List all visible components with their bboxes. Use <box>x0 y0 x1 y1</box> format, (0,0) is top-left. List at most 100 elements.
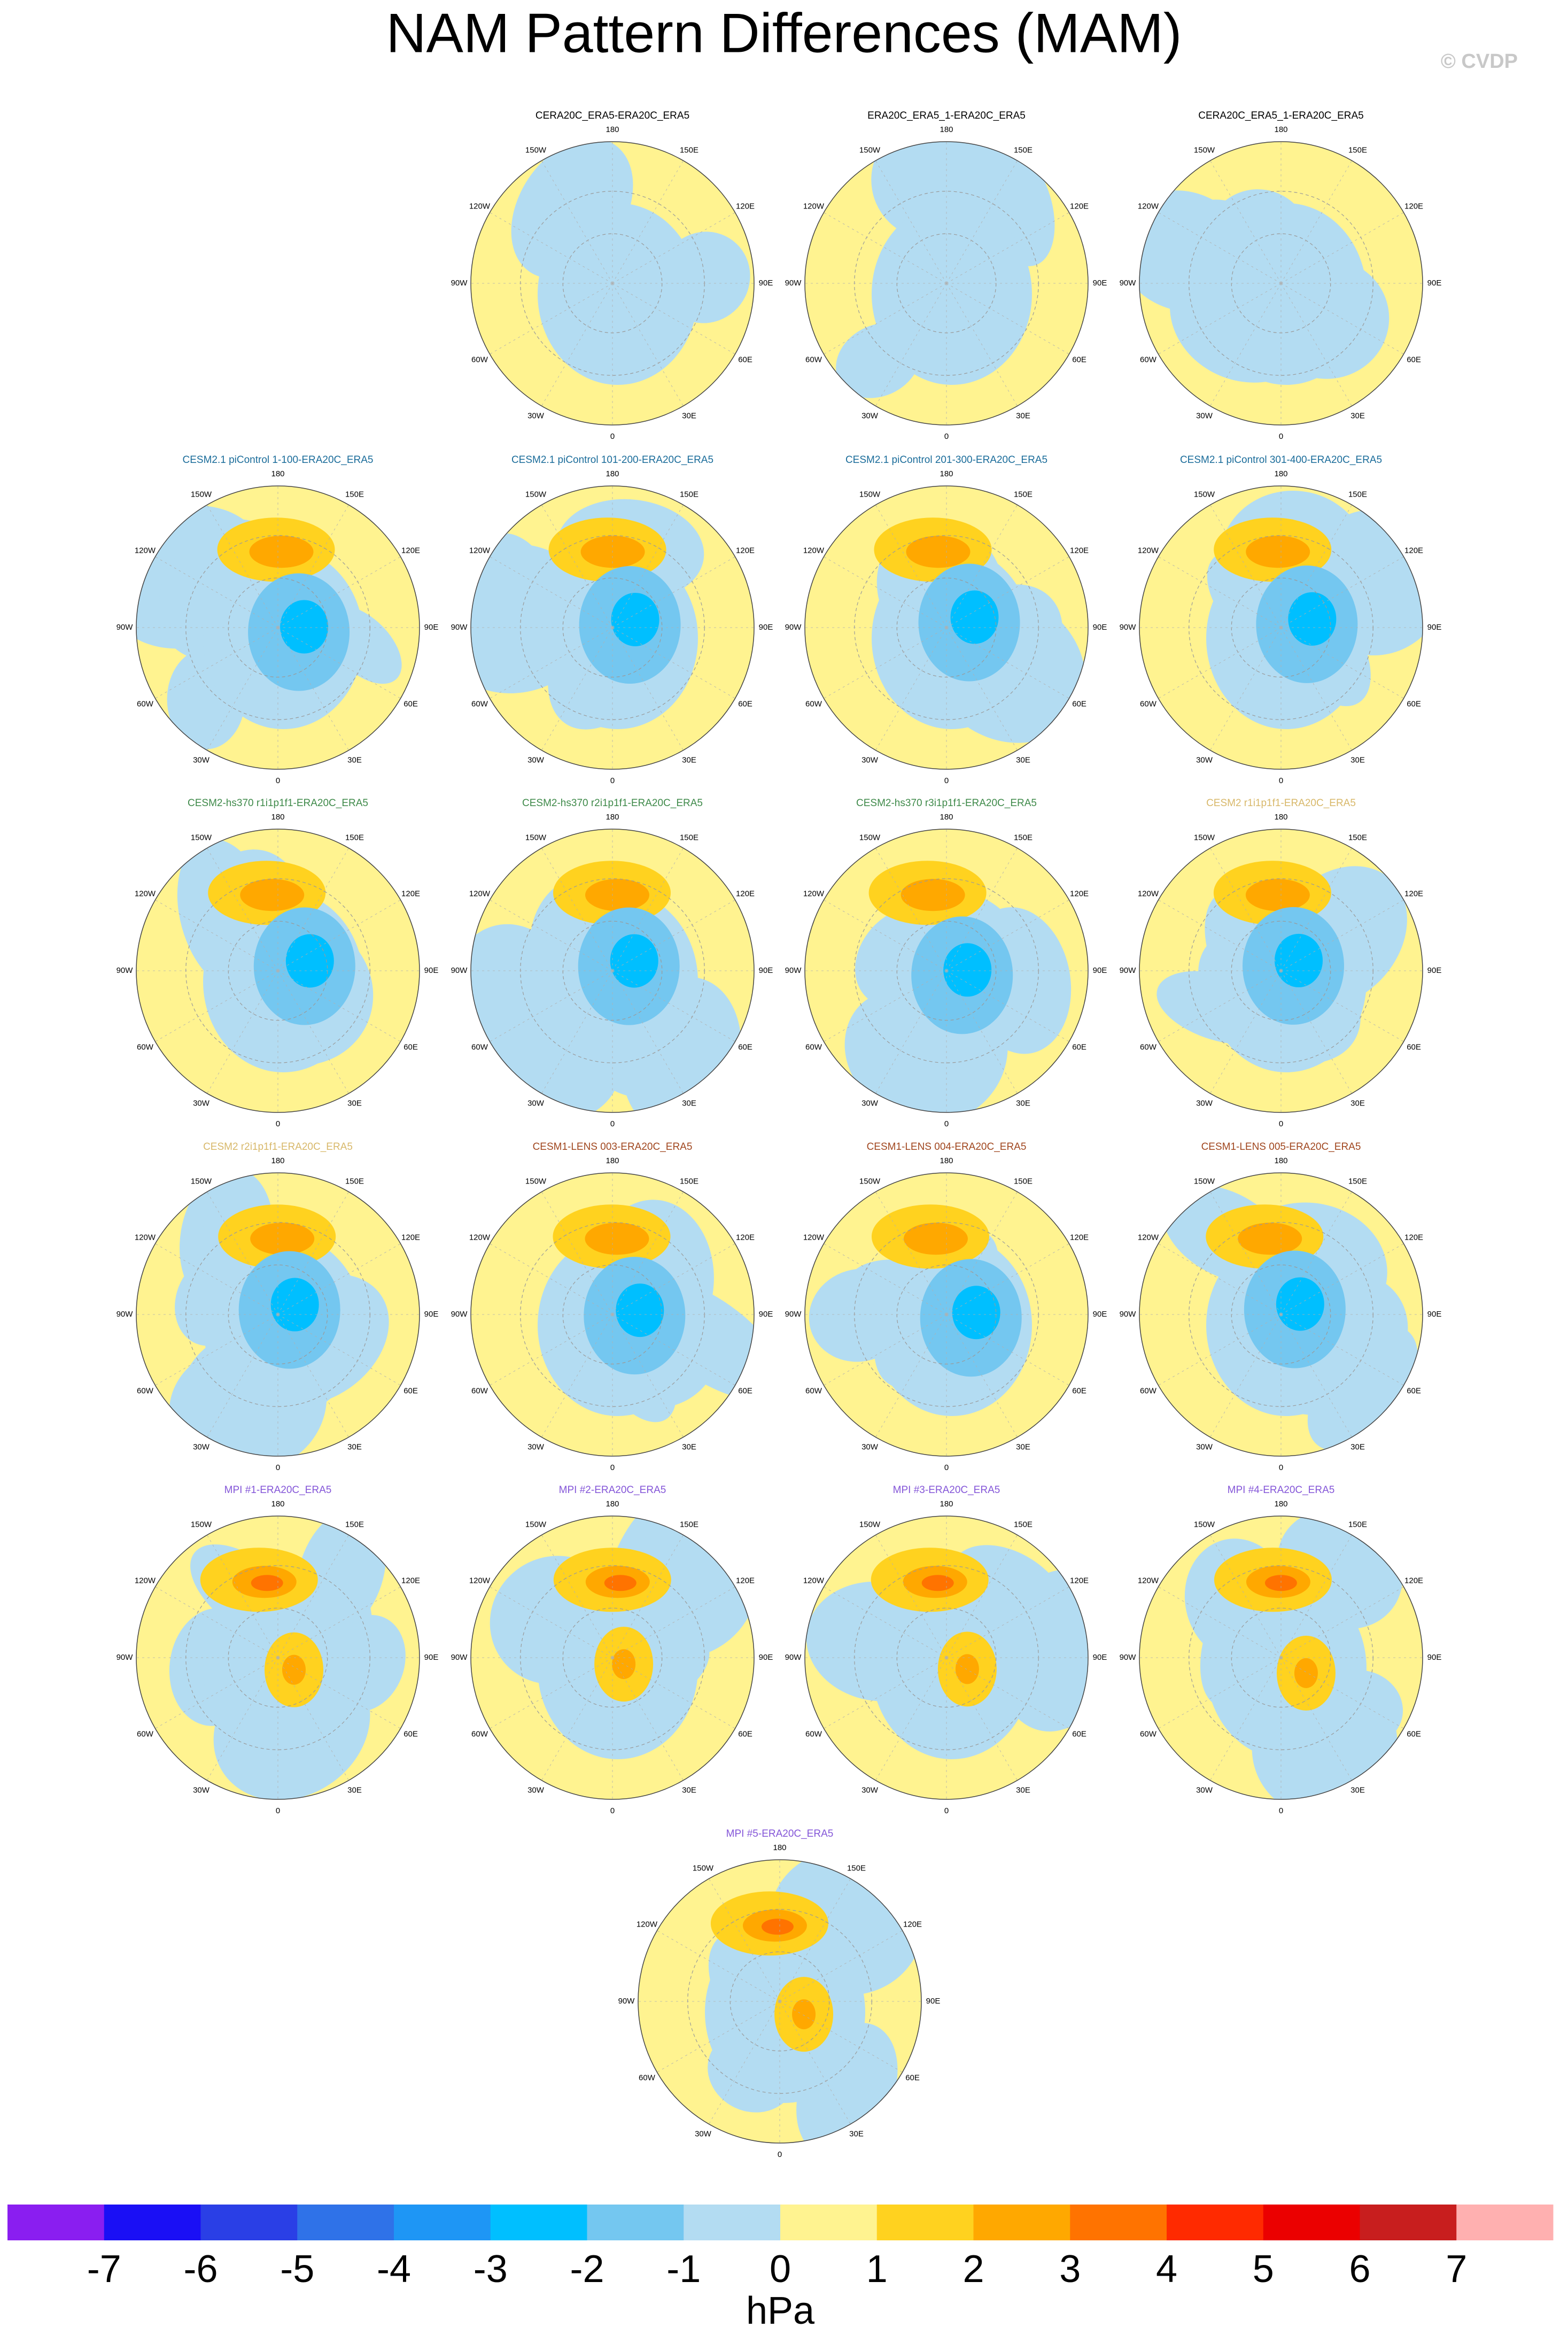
positive-area <box>249 536 314 568</box>
positive-area <box>906 536 971 568</box>
meridian-line <box>1210 160 1282 284</box>
longitude-label: 150W <box>525 490 547 499</box>
panel-title: CESM2-hs370 r3i1p1f1-ERA20C_ERA5 <box>856 798 1037 809</box>
longitude-label: 180 <box>1274 813 1287 822</box>
longitude-label: 60E <box>1407 355 1421 364</box>
colorbar-tick-label: -2 <box>570 2248 604 2291</box>
longitude-label: 60W <box>137 699 154 708</box>
colorbar-box <box>876 2205 974 2240</box>
meridian-line <box>155 1314 278 1386</box>
map-panel: CESM2 r2i1p1f1-ERA20C_ERA5 180 150E 120E 90E… <box>117 1141 439 1472</box>
watermark: © CVDP <box>1441 50 1518 73</box>
longitude-label: 120E <box>1070 1576 1089 1585</box>
longitude-label: 0 <box>276 1806 280 1815</box>
longitude-label: 90E <box>759 279 773 288</box>
meridian-line <box>155 970 278 1042</box>
longitude-label: 120W <box>1138 546 1159 555</box>
map-panel: CERA20C_ERA5_1-ERA20C_ERA5 180 150E 120E 90E… <box>1120 110 1442 441</box>
meridian-line <box>612 1243 735 1315</box>
longitude-label: 120W <box>469 1233 491 1242</box>
colorbar-tick-label: 0 <box>770 2248 791 2291</box>
longitude-label: 150E <box>680 490 698 499</box>
map-field <box>136 1516 420 1799</box>
longitude-label: 150W <box>191 1177 212 1186</box>
longitude-label: 120E <box>1404 1576 1423 1585</box>
longitude-label: 120W <box>803 546 825 555</box>
meridian-line <box>946 627 1069 699</box>
map-field <box>471 486 754 769</box>
meridian-line <box>490 970 613 1042</box>
longitude-label: 150W <box>1194 145 1215 154</box>
meridian-line <box>1280 212 1404 284</box>
map-field <box>471 1173 754 1456</box>
meridian-line <box>277 1314 349 1437</box>
colorbar-box <box>973 2205 1070 2240</box>
longitude-label: 90W <box>785 1653 802 1662</box>
longitude-label: 150W <box>859 833 881 842</box>
longitude-label: 180 <box>271 469 284 478</box>
meridian-line <box>824 627 947 699</box>
meridian-line <box>207 627 278 751</box>
meridian-line <box>1158 556 1282 628</box>
longitude-label: 120W <box>1138 1233 1159 1242</box>
longitude-label: 30E <box>1016 412 1030 421</box>
map-panel: CESM2.1 piControl 201-300-ERA20C_ERA5 180… <box>785 454 1107 785</box>
map-field <box>638 1860 921 2143</box>
meridian-line <box>875 160 947 284</box>
meridian-line <box>277 900 401 971</box>
colorbar-box <box>104 2205 201 2240</box>
longitude-label: 90E <box>759 966 773 975</box>
meridian-line <box>612 1192 684 1315</box>
map-panel: CESM2.1 piControl 101-200-ERA20C_ERA5 180… <box>451 454 773 785</box>
meridian-line <box>612 1587 735 1658</box>
longitude-label: 60W <box>805 1042 822 1051</box>
colorbar-tick-label: 2 <box>962 2248 984 2291</box>
longitude-label: 30W <box>861 412 879 421</box>
meridian-line <box>1280 1192 1352 1315</box>
longitude-label: 180 <box>773 1843 786 1852</box>
longitude-label: 60W <box>471 1729 488 1738</box>
map-border <box>804 141 1089 426</box>
panel-title: MPI #3-ERA20C_ERA5 <box>893 1484 1000 1496</box>
meridian-line <box>1280 505 1352 628</box>
longitude-label: 30E <box>1350 1443 1365 1452</box>
map-panel: CESM2 r1i1p1f1-ERA20C_ERA5 180 150E 120E 90E… <box>1120 798 1442 1128</box>
longitude-label: 120W <box>636 1920 658 1929</box>
panel-title: CERA20C_ERA5-ERA20C_ERA5 <box>535 110 689 121</box>
longitude-label: 60E <box>403 1386 418 1395</box>
longitude-label: 150E <box>1014 490 1033 499</box>
map-field <box>805 829 1088 1112</box>
positive-area <box>282 1654 306 1685</box>
meridian-line <box>709 1878 780 2002</box>
positive-area <box>1246 536 1310 568</box>
longitude-label: 30E <box>347 1786 362 1795</box>
meridian-line <box>612 627 684 751</box>
meridian-line <box>490 1314 613 1386</box>
longitude-label: 30E <box>1350 1099 1365 1108</box>
longitude-label: 180 <box>940 469 953 478</box>
longitude-label: 60W <box>471 699 488 708</box>
longitude-label: 30E <box>1016 756 1030 765</box>
map-panel: CESM2-hs370 r1i1p1f1-ERA20C_ERA5 180 150E 1… <box>117 798 439 1128</box>
longitude-label: 30W <box>861 756 879 765</box>
meridian-line <box>155 1657 278 1729</box>
map-field <box>471 1516 754 1799</box>
meridian-line <box>657 2001 780 2072</box>
longitude-label: 60W <box>471 355 488 364</box>
longitude-label: 120W <box>803 202 825 211</box>
meridian-line <box>541 1657 613 1781</box>
panel-title: CESM1-LENS 003-ERA20C_ERA5 <box>533 1141 693 1153</box>
longitude-label: 30E <box>682 1786 696 1795</box>
longitude-label: 60E <box>738 1042 752 1051</box>
longitude-label: 0 <box>1279 1463 1283 1472</box>
longitude-label: 120W <box>135 1576 156 1585</box>
longitude-label: 0 <box>1279 776 1283 785</box>
longitude-label: 0 <box>944 1463 949 1472</box>
map-field <box>136 486 420 769</box>
positive-area <box>792 1999 816 2030</box>
longitude-label: 30W <box>1196 412 1213 421</box>
longitude-label: 60E <box>738 1729 752 1738</box>
panel-title: CESM2 r1i1p1f1-ERA20C_ERA5 <box>1206 798 1356 809</box>
longitude-label: 150W <box>1194 1520 1215 1529</box>
panel-title: CESM2.1 piControl 101-200-ERA20C_ERA5 <box>511 454 713 466</box>
